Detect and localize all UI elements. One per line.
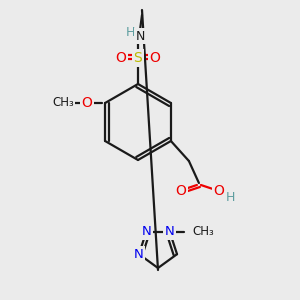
Text: S: S — [134, 51, 142, 65]
Text: O: O — [82, 96, 92, 110]
Text: N: N — [165, 225, 175, 238]
Text: O: O — [150, 51, 160, 65]
Text: H: H — [125, 26, 135, 38]
Text: CH₃: CH₃ — [52, 97, 74, 110]
Text: O: O — [214, 184, 224, 198]
Text: CH₃: CH₃ — [193, 225, 214, 238]
Text: O: O — [176, 184, 186, 198]
Text: N: N — [134, 248, 144, 261]
Text: H: H — [226, 190, 236, 203]
Text: N: N — [141, 225, 151, 238]
Text: O: O — [116, 51, 126, 65]
Text: N: N — [135, 29, 145, 43]
